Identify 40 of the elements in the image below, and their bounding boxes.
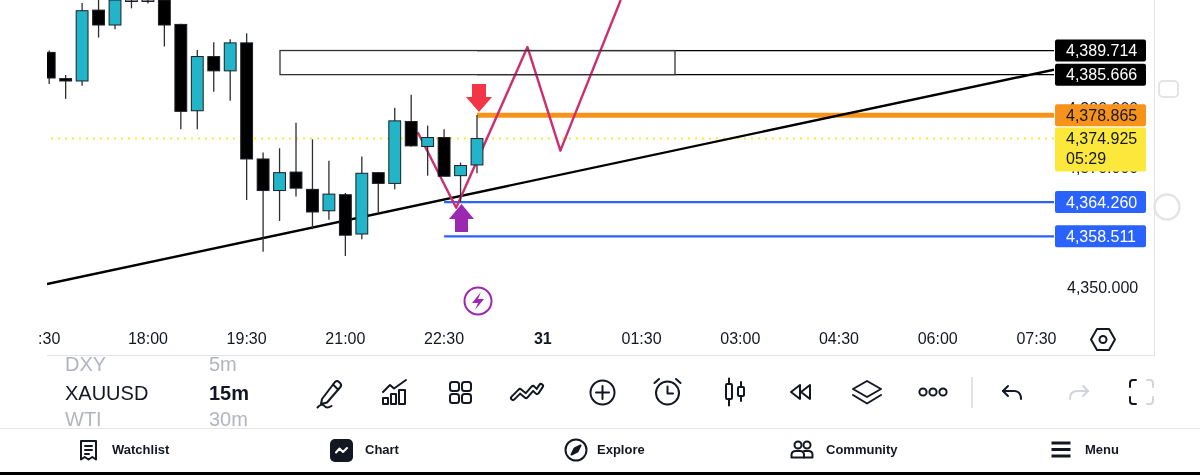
x-tick-label: 19:30 xyxy=(226,330,267,347)
series-label: 4,358.511 xyxy=(1066,227,1137,245)
text: WTI xyxy=(65,407,102,431)
series-label: 4,364.260 xyxy=(1066,193,1138,211)
x-tick-label: 21:00 xyxy=(325,330,366,347)
x-tick-label: 04:30 xyxy=(818,330,860,347)
x-tick-label: 31 xyxy=(533,330,552,347)
candlestick xyxy=(141,0,155,5)
text: Menu xyxy=(1085,442,1119,458)
y-tick-label: 4,350.000 xyxy=(1067,278,1139,296)
candlestick xyxy=(371,171,385,213)
text: 15m xyxy=(209,381,250,405)
candlestick xyxy=(306,138,319,230)
text: DXY xyxy=(65,352,107,376)
candlestick xyxy=(207,41,221,93)
x-tick-label: 07:30 xyxy=(1016,330,1057,347)
x-tick-label: 18:00 xyxy=(127,330,169,347)
x-tick-label: 03:00 xyxy=(720,330,761,347)
candlestick xyxy=(92,0,105,39)
text: 30m xyxy=(209,407,248,431)
ref-line-label: 4,374.925 05:29 xyxy=(1066,130,1138,168)
candlestick xyxy=(273,147,286,222)
candlestick xyxy=(421,124,435,177)
text: 5m xyxy=(209,352,237,376)
text: XAUUSD xyxy=(65,381,149,405)
x-tick-label: 06:00 xyxy=(917,330,958,347)
text: Chart xyxy=(365,442,399,458)
candlestick xyxy=(454,161,467,203)
candlestick xyxy=(322,160,336,221)
x-tick-label: :30 xyxy=(38,330,61,347)
series-label: 4,389.714 xyxy=(1066,42,1138,60)
candlestick xyxy=(289,122,303,198)
series-label: 4,378.865 xyxy=(1066,106,1138,124)
candlestick xyxy=(59,74,73,100)
text: Explore xyxy=(597,442,645,458)
x-tick-label: 22:30 xyxy=(424,330,465,347)
text: Watchlist xyxy=(112,442,170,458)
series-label: 4,385.666 xyxy=(1066,66,1138,84)
x-tick-label: 01:30 xyxy=(621,330,662,347)
text: Community xyxy=(826,442,898,458)
